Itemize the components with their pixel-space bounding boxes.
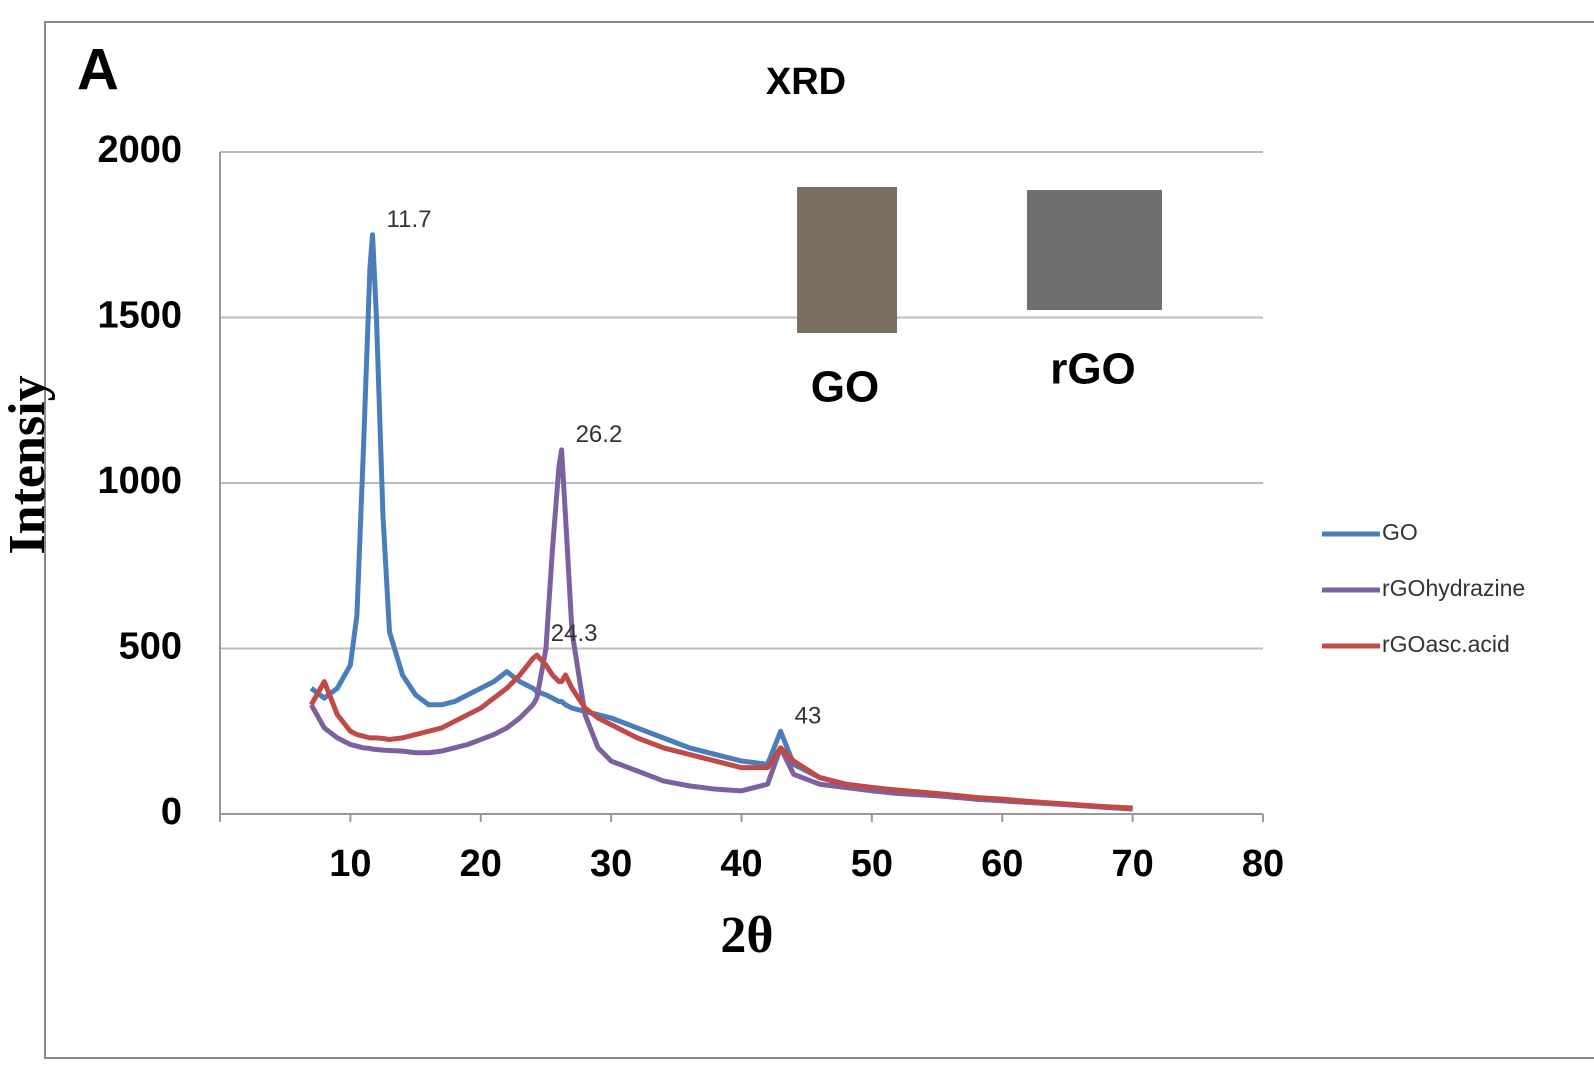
y-tick-label: 1000 (97, 460, 182, 502)
peak-label: 43 (795, 703, 822, 730)
y-tick-label: 0 (161, 791, 182, 833)
x-tick-label: 40 (720, 843, 762, 885)
peak-label: 26.2 (576, 421, 623, 448)
go-photo (797, 187, 897, 333)
x-tick-label: 50 (851, 843, 893, 885)
peak-label: 24.3 (551, 620, 598, 647)
x-tick-label: 80 (1242, 843, 1284, 885)
legend-label: GO (1382, 519, 1418, 545)
x-axis-label: 2θ (720, 907, 773, 964)
x-tick-label: 60 (981, 843, 1023, 885)
peak-label: 11.7 (387, 206, 432, 233)
x-tick-label: 20 (460, 843, 502, 885)
y-tick-label: 1500 (97, 295, 182, 337)
chart-title: XRD (766, 61, 846, 103)
frame (44, 21, 1594, 1059)
x-tick-label: 30 (590, 843, 632, 885)
x-tick-label: 10 (329, 843, 371, 885)
series-line (309, 652, 1133, 811)
y-tick-label: 2000 (97, 129, 182, 171)
x-tick-label: 70 (1111, 843, 1153, 885)
series-line (309, 447, 1133, 812)
panel-label: A (77, 37, 119, 102)
legend-label: rGOhydrazine (1382, 575, 1525, 601)
y-axis-label: Intensiy (0, 375, 56, 554)
inset-label: rGO (1050, 345, 1136, 394)
inset-label: GO (811, 363, 879, 412)
legend-label: rGOasc.acid (1382, 631, 1510, 657)
y-tick-label: 500 (119, 626, 182, 668)
rgo-photo (1027, 190, 1162, 310)
